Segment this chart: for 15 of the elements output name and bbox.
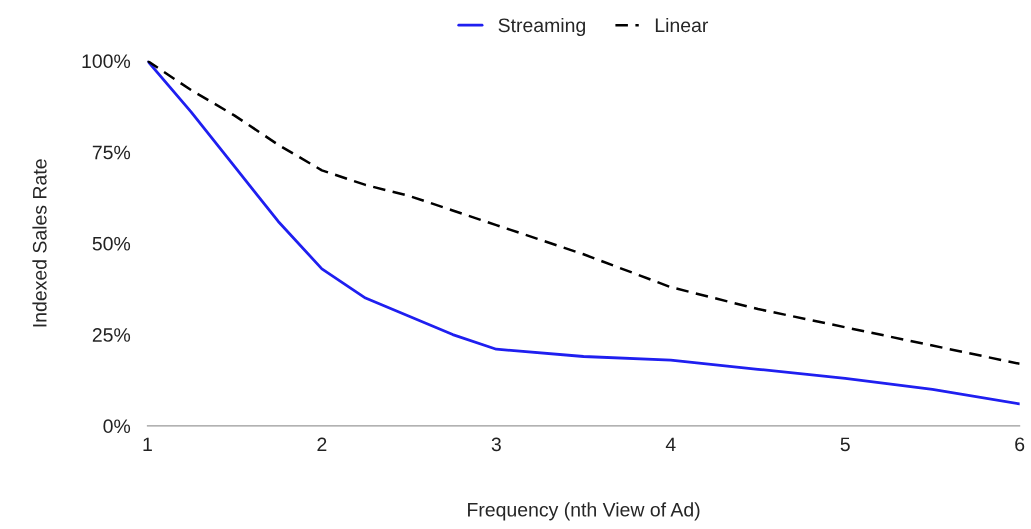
x-axis-title: Frequency (nth View of Ad) xyxy=(468,502,700,521)
y-tick-label: 0% xyxy=(103,419,131,434)
y-tick-label: 25% xyxy=(92,328,131,342)
y-axis-title: Indexed Sales Rate xyxy=(32,159,47,327)
x-tick-label: 2 xyxy=(317,437,327,452)
x-tick-label: 3 xyxy=(491,437,501,452)
x-tick-label: 4 xyxy=(665,437,676,452)
legend-label: Streaming xyxy=(498,17,585,37)
legend-label: Linear xyxy=(655,17,709,33)
x-tick-label: 6 xyxy=(1015,437,1025,452)
y-tick-label: 75% xyxy=(92,145,131,160)
y-tick-label: 100% xyxy=(82,54,131,69)
x-tick-label: 1 xyxy=(143,437,152,452)
x-tick-label: 5 xyxy=(840,437,850,452)
y-tick-label: 50% xyxy=(92,236,131,251)
